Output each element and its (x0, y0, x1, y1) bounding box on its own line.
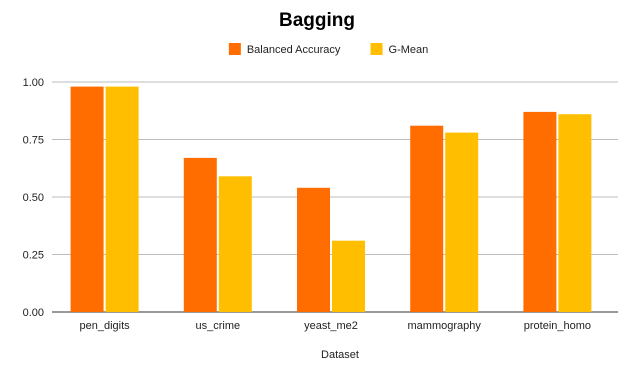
bar-balanced-accuracy-mammography (410, 125, 444, 312)
bar-balanced-accuracy-pen-digits (70, 86, 104, 312)
legend-swatch-balanced-accuracy (228, 43, 241, 55)
x-tick-label: us_crime (195, 320, 240, 332)
y-tick-label: 0.75 (23, 135, 44, 147)
bar-balanced-accuracy-protein-homo (523, 111, 557, 313)
bar-g-mean-yeast-me2 (332, 240, 365, 312)
bar-g-mean-us-crime (218, 176, 252, 312)
bar-balanced-accuracy-yeast-me2 (297, 187, 330, 312)
x-tick-label: yeast_me2 (304, 320, 358, 332)
legend: Balanced Accuracy G-Mean (228, 43, 429, 56)
legend-label: G-Mean (389, 44, 429, 56)
y-tick-label: 1.00 (23, 77, 44, 89)
bar-g-mean-mammography (445, 132, 479, 312)
legend-swatch-g-mean (370, 43, 383, 55)
chart-title: Bagging (279, 10, 355, 31)
y-axis-ticks: 0.00 0.25 0.50 0.75 1.00 (23, 77, 44, 319)
x-axis-title: Dataset (321, 349, 359, 361)
y-tick-label: 0.50 (23, 192, 44, 204)
x-tick-label: protein_homo (524, 320, 591, 332)
y-tick-label: 0.00 (23, 307, 44, 319)
bar-balanced-accuracy-us-crime (183, 157, 217, 312)
y-tick-label: 0.25 (23, 250, 44, 262)
bars (70, 86, 592, 313)
legend-label: Balanced Accuracy (247, 44, 341, 56)
x-axis-ticks: pen_digits us_crime yeast_me2 mammography pr… (80, 320, 592, 332)
bar-g-mean-pen-digits (105, 86, 139, 312)
x-tick-label: mammography (408, 320, 482, 332)
x-tick-label: pen_digits (80, 320, 131, 332)
bar-g-mean-protein-homo (558, 114, 592, 312)
